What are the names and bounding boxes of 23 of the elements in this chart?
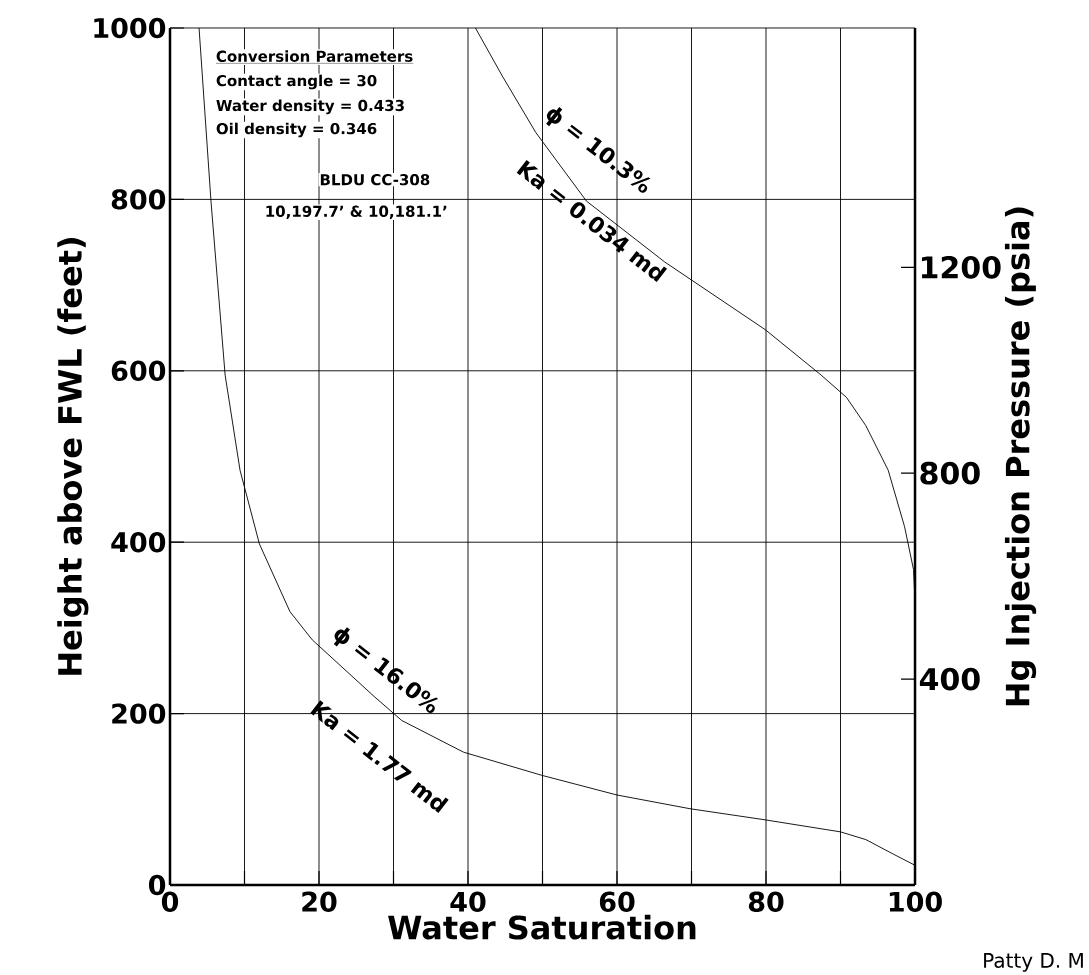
x-tick-label: 60 <box>599 891 635 912</box>
y-tick-label: 600 <box>111 360 166 381</box>
y-tick-label: 200 <box>112 703 166 724</box>
y2-axis-title: Hg Injection Pressure (psia) <box>1004 207 1037 706</box>
annotation: 10,197.7’ & 10,181.1’ <box>266 205 447 219</box>
y-tick-label: 800 <box>111 189 166 210</box>
text: Patty D. M <box>984 953 1083 972</box>
annotation: Contact angle = 30 <box>216 74 377 90</box>
y-tick-label: 400 <box>111 531 166 553</box>
annotation: Water density = 0.433 <box>216 99 404 115</box>
annotation: Conversion Parameters <box>216 50 413 62</box>
x-tick-label: 100 <box>889 891 942 912</box>
annotation: BLDU CC-308 <box>320 174 430 186</box>
x-tick-label: 40 <box>450 891 486 912</box>
y-axis-title: Height above FWL (feet) <box>57 238 89 675</box>
y-tick-label: 1000 <box>94 17 166 39</box>
y2-tick-label: 800 <box>920 461 980 485</box>
x-tick-label: 80 <box>748 891 784 912</box>
annotation: Oil density = 0.346 <box>216 122 377 138</box>
y2-tick-label: 400 <box>919 667 980 691</box>
x-tick-label: 20 <box>302 891 337 912</box>
x-axis-title: Water Saturation <box>388 914 696 940</box>
y2-tick-label: 1200 <box>921 255 1001 279</box>
